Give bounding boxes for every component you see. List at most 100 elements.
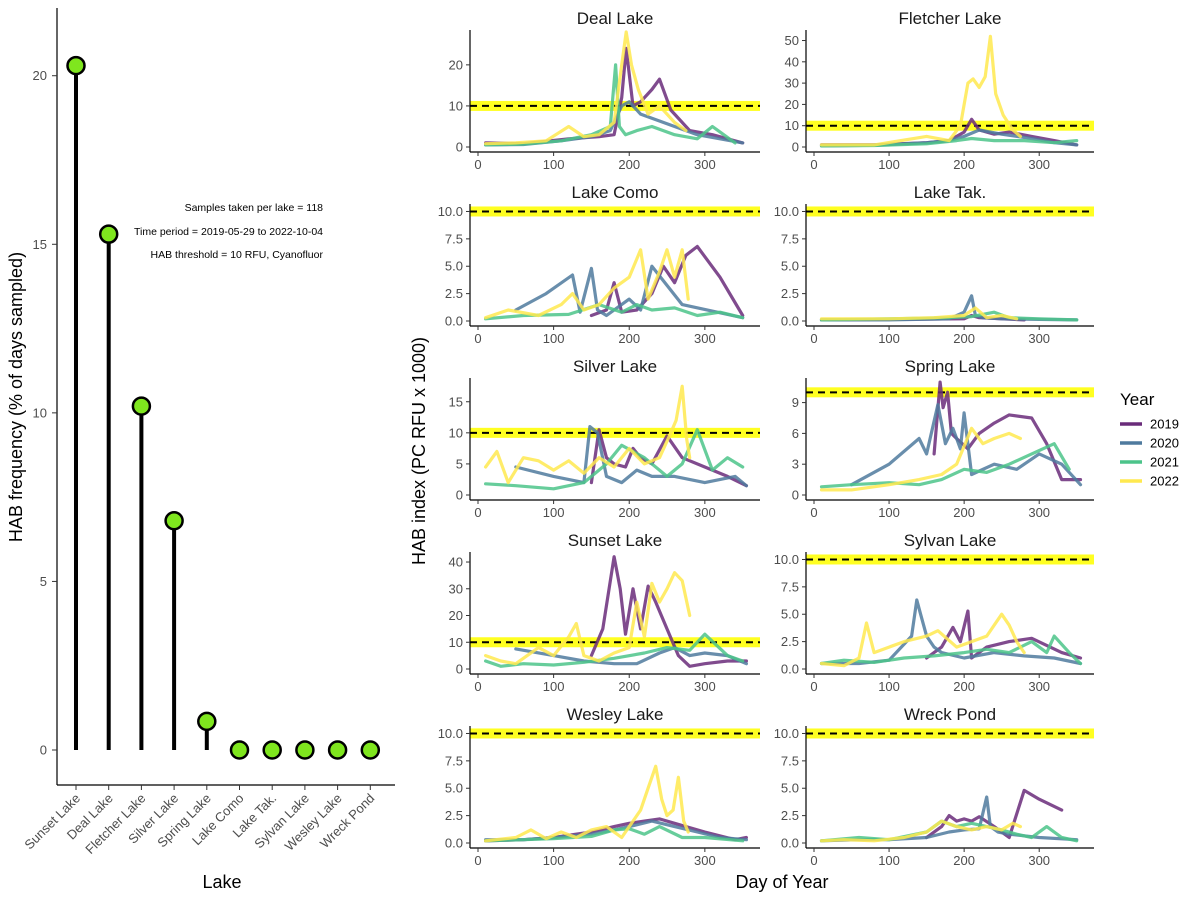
facet-y-tick-label: 0	[792, 488, 799, 503]
lollipop-point	[164, 510, 184, 531]
series-line-2022	[484, 384, 692, 485]
facet-y-tick-label: 5.0	[781, 781, 799, 796]
facet-x-tick-label: 300	[694, 853, 716, 868]
facet-panel-title: Spring Lake	[905, 357, 996, 376]
facet-y-axis-title: HAB index (PC RFU x 1000)	[409, 337, 429, 565]
facet-x-tick-label: 0	[474, 679, 481, 694]
series-line-2020	[514, 645, 749, 666]
facet-y-tick-label: 50	[785, 33, 799, 48]
series-line-2022	[484, 764, 690, 843]
facet-y-tick-label: 7.5	[781, 753, 799, 768]
lollipop-point	[131, 396, 152, 416]
facet-x-tick-label: 200	[953, 853, 975, 868]
series-line-2022	[819, 306, 1019, 321]
facet-y-tick-label: 3	[792, 457, 799, 472]
facet-x-tick-label: 0	[810, 505, 817, 520]
facet-y-tick-label: 10.0	[774, 204, 799, 219]
facet-y-tick-label: 20	[449, 57, 463, 72]
lollipop-point	[98, 224, 119, 244]
facet-x-tick-label: 100	[543, 331, 565, 346]
facet-x-tick-label: 200	[953, 505, 975, 520]
facet-x-tick-label: 100	[878, 331, 900, 346]
lollipop-annotation: Time period = 2019-05-29 to 2022-10-04	[134, 226, 323, 238]
facet-y-tick-label: 0.0	[445, 836, 463, 851]
facet-y-tick-label: 30	[785, 76, 799, 91]
facet-panel-title: Silver Lake	[573, 357, 657, 376]
facet-x-tick-label: 300	[694, 505, 716, 520]
facet-y-tick-label: 20	[449, 608, 463, 623]
series-line-2022	[484, 571, 692, 666]
lollipop-annotation: HAB threshold = 10 RFU, Cyanofluor	[151, 249, 324, 261]
facet-y-tick-label: 6	[792, 426, 799, 441]
series-line-2019	[932, 380, 1083, 482]
series-line-2021	[484, 632, 745, 668]
facet-x-tick-label: 0	[810, 853, 817, 868]
facet-y-tick-label: 5.0	[781, 259, 799, 274]
facet-y-tick-label: 2.5	[781, 808, 799, 823]
facet-y-tick-label: 10.0	[438, 204, 463, 219]
facet-y-tick-label: 2.5	[781, 634, 799, 649]
facet-x-tick-label: 200	[953, 331, 975, 346]
facet-x-tick-label: 100	[543, 853, 565, 868]
facet-y-tick-label: 7.5	[445, 231, 463, 246]
facet-y-tick-label: 40	[449, 555, 463, 570]
facet-y-tick-label: 5.0	[445, 781, 463, 796]
facet-x-tick-label: 300	[694, 157, 716, 172]
lollipop-point	[295, 740, 315, 760]
facet-x-tick-label: 0	[810, 679, 817, 694]
facet-y-tick-label: 0	[456, 662, 463, 677]
facet-x-axis-title: Day of Year	[735, 872, 828, 892]
facet-panel-title: Lake Tak.	[914, 183, 986, 202]
facet-panel-title: Sunset Lake	[568, 531, 663, 550]
lollipop-annotation: Samples taken per lake = 118	[185, 202, 324, 214]
series-line-2019	[589, 244, 745, 318]
lollipop-point	[360, 740, 381, 760]
facet-y-tick-label: 10	[449, 425, 463, 440]
series-line-2022	[484, 248, 690, 320]
legend-label-2020: 2020	[1150, 436, 1179, 451]
facet-x-tick-label: 300	[1028, 157, 1050, 172]
facet-y-tick-label: 10.0	[774, 552, 799, 567]
facet-x-tick-label: 0	[474, 853, 481, 868]
lollipop-y-tick-label: 10	[33, 405, 47, 420]
facet-x-tick-label: 100	[543, 505, 565, 520]
series-line-2020	[849, 403, 1083, 487]
facet-x-tick-label: 200	[953, 679, 975, 694]
facet-x-tick-label: 100	[878, 157, 900, 172]
facet-panel-title: Deal Lake	[577, 9, 654, 28]
lollipop-point	[197, 711, 217, 732]
lollipop-y-tick-label: 20	[33, 68, 47, 83]
facet-y-tick-label: 7.5	[445, 753, 463, 768]
series-line-2021	[484, 63, 737, 147]
lollipop-y-tick-label: 15	[33, 237, 47, 252]
facet-y-tick-label: 10.0	[774, 726, 799, 741]
facet-x-tick-label: 100	[878, 853, 900, 868]
series-line-2020	[514, 264, 745, 320]
facet-panel-title: Wesley Lake	[566, 705, 663, 724]
facet-x-tick-label: 100	[878, 679, 900, 694]
facet-y-tick-label: 7.5	[781, 579, 799, 594]
lollipop-point	[229, 740, 250, 760]
facet-y-tick-label: 20	[785, 97, 799, 112]
facet-y-tick-label: 5.0	[445, 259, 463, 274]
series-line-2019	[589, 555, 749, 668]
facet-x-tick-label: 0	[474, 157, 481, 172]
facet-panel-title: Fletcher Lake	[899, 9, 1002, 28]
facet-panel: Spring Lake 0 3 6 9 0 100 200 300	[792, 357, 1094, 520]
facet-panel-title: Wreck Pond	[904, 705, 996, 724]
facet-x-tick-label: 300	[1028, 505, 1050, 520]
series-line-2022	[819, 819, 1023, 843]
facet-y-tick-label: 0.0	[781, 314, 799, 329]
facet-x-tick-label: 0	[474, 331, 481, 346]
facet-x-tick-label: 0	[810, 157, 817, 172]
legend: Year 2019 2020 2021 2022	[1120, 390, 1179, 489]
series-line-2020	[819, 598, 1083, 666]
facet-y-tick-label: 0.0	[781, 662, 799, 677]
lollipop-point	[66, 55, 86, 76]
series-line-2021	[484, 428, 745, 491]
facet-y-tick-label: 0.0	[781, 836, 799, 851]
facet-y-tick-label: 0	[792, 140, 799, 155]
legend-label-2021: 2021	[1150, 455, 1179, 470]
facet-y-tick-label: 0	[456, 488, 463, 503]
facet-panel-title: Sylvan Lake	[904, 531, 997, 550]
